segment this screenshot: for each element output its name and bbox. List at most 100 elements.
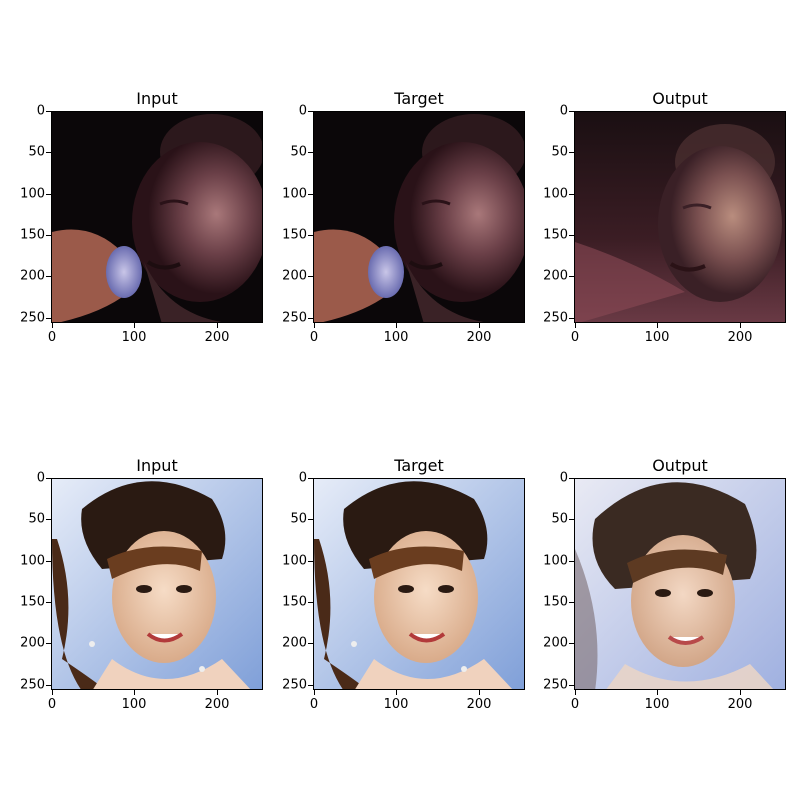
x-tick-mark (134, 323, 135, 328)
y-tick: 100 (20, 553, 45, 569)
y-tick: 250 (20, 310, 45, 326)
y-tick: 0 (36, 470, 45, 486)
x-tick-mark (217, 690, 218, 695)
x-tick: 0 (47, 330, 57, 345)
y-tick: 150 (543, 227, 568, 243)
x-tick: 100 (121, 330, 147, 345)
x-tick-mark (314, 690, 315, 695)
x-tick: 100 (644, 697, 670, 712)
x-tick-mark (134, 690, 135, 695)
x-tick: 200 (204, 330, 230, 345)
y-tick: 250 (20, 677, 45, 693)
panel-title: Target (394, 456, 444, 475)
x-tick-mark (740, 690, 741, 695)
y-tick: 50 (551, 511, 568, 527)
y-tick: 100 (543, 186, 568, 202)
y-tick-mark (46, 478, 51, 479)
y-tick: 150 (282, 227, 307, 243)
y-tick: 0 (298, 470, 307, 486)
x-tick-mark (396, 323, 397, 328)
x-tick-mark (575, 690, 576, 695)
y-tick: 0 (36, 103, 45, 119)
y-tick-mark (569, 194, 574, 195)
panel-row2-input: Input 0 5 (20, 456, 263, 711)
x-tick-mark (396, 690, 397, 695)
y-tick: 150 (543, 594, 568, 610)
x-tick: 100 (383, 330, 409, 345)
y-tick-mark (46, 152, 51, 153)
y-tick-mark (308, 602, 313, 603)
y-tick: 50 (28, 144, 45, 160)
y-tick: 250 (543, 677, 568, 693)
y-tick-mark (308, 235, 313, 236)
x-tick-mark (657, 323, 658, 328)
x-tick: 200 (727, 330, 753, 345)
panel-title: Input (136, 456, 178, 475)
panel-row1-output: Output 0 50 100 15 (543, 89, 786, 344)
y-tick-mark (46, 643, 51, 644)
y-tick-mark (46, 318, 51, 319)
y-tick-mark (46, 111, 51, 112)
y-tick: 50 (551, 144, 568, 160)
y-tick: 150 (20, 227, 45, 243)
y-tick: 150 (282, 594, 307, 610)
y-tick: 250 (282, 677, 307, 693)
y-tick: 0 (559, 103, 568, 119)
y-tick: 200 (282, 635, 307, 651)
y-tick: 100 (20, 186, 45, 202)
y-tick-mark (46, 194, 51, 195)
y-tick: 200 (282, 268, 307, 284)
y-tick-mark (569, 643, 574, 644)
x-tick: 0 (47, 697, 57, 712)
singer-with-microphone-photo (313, 111, 525, 323)
y-tick-mark (308, 519, 313, 520)
y-tick: 250 (543, 310, 568, 326)
x-tick: 0 (570, 330, 580, 345)
singer-reconstruction-photo (574, 111, 786, 323)
y-tick: 250 (282, 310, 307, 326)
y-tick-mark (569, 276, 574, 277)
panel-title: Output (652, 456, 708, 475)
y-tick-mark (308, 194, 313, 195)
x-tick: 100 (644, 330, 670, 345)
x-tick: 200 (466, 330, 492, 345)
y-tick: 200 (543, 268, 568, 284)
singer-with-microphone-photo (51, 111, 263, 323)
y-tick-mark (308, 318, 313, 319)
y-tick: 200 (20, 268, 45, 284)
y-tick-mark (569, 235, 574, 236)
y-tick: 0 (559, 470, 568, 486)
y-tick: 150 (20, 594, 45, 610)
x-tick: 100 (121, 697, 147, 712)
y-tick-mark (308, 643, 313, 644)
y-tick-mark (308, 152, 313, 153)
x-tick-mark (479, 690, 480, 695)
y-tick-mark (569, 111, 574, 112)
y-tick: 50 (290, 144, 307, 160)
panel-title: Input (136, 89, 178, 108)
y-tick-mark (46, 685, 51, 686)
y-tick-mark (46, 276, 51, 277)
y-tick: 0 (298, 103, 307, 119)
panel-row2-output: Output 0 50 100 150 (543, 456, 786, 711)
y-tick-mark (569, 561, 574, 562)
y-tick-mark (569, 685, 574, 686)
y-tick-mark (569, 519, 574, 520)
y-tick-mark (46, 602, 51, 603)
x-tick-mark (657, 690, 658, 695)
x-tick-mark (217, 323, 218, 328)
x-tick-mark (740, 323, 741, 328)
y-tick: 50 (290, 511, 307, 527)
panel-row2-target: Target 0 (282, 456, 525, 711)
x-tick-mark (314, 323, 315, 328)
x-tick-mark (52, 323, 53, 328)
y-tick: 100 (282, 553, 307, 569)
y-tick: 50 (28, 511, 45, 527)
y-tick-mark (46, 235, 51, 236)
y-tick: 100 (282, 186, 307, 202)
x-tick: 0 (570, 697, 580, 712)
x-tick: 200 (466, 697, 492, 712)
smiling-woman-portrait-photo (51, 478, 263, 690)
x-tick-mark (479, 323, 480, 328)
y-tick-mark (308, 685, 313, 686)
